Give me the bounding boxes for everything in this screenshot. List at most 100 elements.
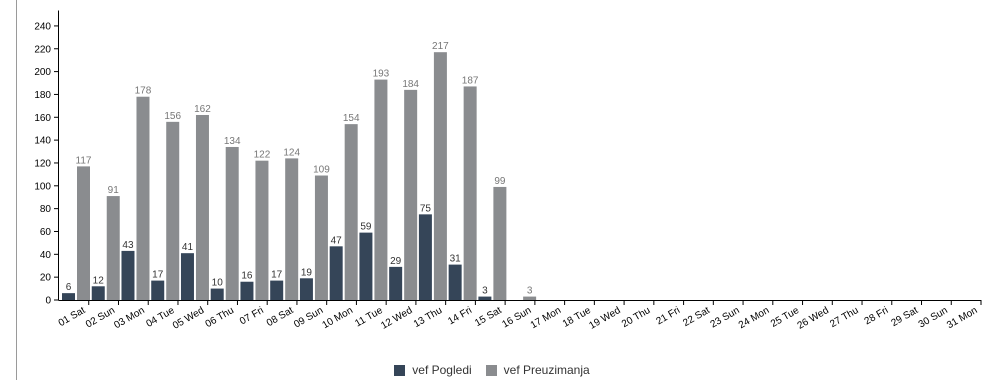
bar-pogledi: [448, 264, 462, 300]
data-label: 162: [194, 104, 211, 115]
x-tick-label: 01 Sat: [57, 305, 88, 329]
x-tick-label: 14 Fri: [446, 305, 474, 327]
bar-pogledi: [299, 278, 313, 300]
bar-pogledi: [91, 286, 105, 300]
bar-preuzimanja: [314, 175, 328, 300]
data-label: 217: [432, 41, 449, 52]
data-label: 3: [527, 286, 533, 297]
bar-preuzimanja: [136, 96, 150, 300]
bar-pogledi: [151, 280, 165, 300]
y-tick-label: 220: [34, 44, 51, 55]
x-tick-label: 24 Mon: [737, 305, 771, 331]
bar-preuzimanja: [404, 89, 418, 300]
data-label: 178: [135, 86, 152, 97]
legend-swatch-preuzimanja: [485, 364, 497, 376]
bar-pogledi: [418, 214, 432, 300]
x-tick-label: 17 Mon: [529, 305, 563, 331]
x-tick-label: 28 Fri: [863, 305, 891, 327]
data-label: 17: [152, 270, 164, 281]
x-tick-label: 25 Tue: [769, 305, 801, 330]
data-label: 156: [164, 111, 181, 122]
data-label: 184: [402, 79, 419, 90]
x-tick-label: 09 Sun: [292, 305, 325, 330]
y-tick-label: 80: [40, 204, 52, 215]
data-label: 41: [182, 242, 194, 253]
data-label: 99: [494, 176, 506, 187]
bar-preuzimanja: [195, 114, 209, 300]
data-label: 43: [122, 240, 134, 251]
bar-pogledi: [210, 288, 224, 300]
panel-left-border: [16, 0, 17, 380]
data-label: 29: [390, 256, 402, 267]
y-tick-label: 240: [34, 21, 51, 32]
legend-label-pogledi: vef Pogledi: [412, 363, 472, 377]
x-tick-label: 12 Wed: [379, 305, 414, 332]
x-tick-label: 03 Mon: [112, 305, 146, 331]
x-tick-label: 27 Thu: [828, 305, 860, 330]
data-label: 187: [462, 75, 479, 86]
data-label: 16: [241, 271, 253, 282]
data-label: 3: [482, 286, 488, 297]
legend-item-pogledi[interactable]: vef Pogledi: [394, 363, 472, 377]
x-tick-label: 22 Sat: [681, 305, 712, 329]
y-tick-label: 200: [34, 67, 51, 78]
bar-preuzimanja: [225, 146, 239, 300]
data-label: 75: [420, 203, 432, 214]
legend-label-preuzimanja: vef Preuzimanja: [503, 363, 590, 377]
bar-pogledi: [329, 246, 343, 300]
data-label: 134: [224, 136, 241, 147]
bar-pogledi: [270, 280, 284, 300]
data-label: 193: [373, 69, 390, 80]
x-tick-label: 26 Wed: [796, 305, 831, 332]
x-tick-label: 30 Sun: [917, 305, 950, 330]
x-tick-label: 21 Fri: [654, 305, 682, 327]
x-tick-label: 07 Fri: [238, 305, 266, 327]
x-tick-label: 04 Tue: [144, 305, 176, 330]
x-tick-label: 29 Sat: [889, 305, 920, 329]
y-tick-label: 140: [34, 136, 51, 147]
y-tick-label: 120: [34, 158, 51, 169]
legend-item-preuzimanja[interactable]: vef Preuzimanja: [485, 363, 590, 377]
bar-preuzimanja: [523, 296, 537, 300]
y-tick-label: 40: [40, 250, 52, 261]
y-tick-label: 160: [34, 113, 51, 124]
bar-pogledi: [389, 266, 403, 300]
bar-pogledi: [240, 281, 254, 300]
data-label: 124: [283, 147, 300, 158]
x-tick-label: 31 Mon: [945, 305, 979, 331]
y-tick-label: 0: [45, 296, 51, 307]
bar-preuzimanja: [493, 186, 507, 300]
x-tick-label: 13 Thu: [412, 305, 444, 330]
bar-pogledi: [121, 250, 135, 300]
data-label: 59: [360, 222, 372, 233]
bar-pogledi: [478, 296, 492, 300]
bar-preuzimanja: [374, 79, 388, 301]
x-tick-label: 02 Sun: [84, 305, 117, 330]
bar-preuzimanja: [106, 196, 120, 300]
x-tick-label: 06 Thu: [204, 305, 236, 330]
bar-preuzimanja: [77, 166, 90, 300]
y-tick-label: 20: [40, 273, 52, 284]
data-label: 17: [271, 270, 283, 281]
data-label: 154: [343, 113, 360, 124]
x-tick-label: 15 Sat: [473, 305, 504, 329]
y-tick-label: 180: [34, 90, 51, 101]
data-label: 19: [301, 267, 313, 278]
x-tick-label: 23 Sun: [709, 305, 742, 330]
x-tick-label: 18 Tue: [561, 305, 593, 330]
legend: vef Pogledi vef Preuzimanja: [0, 363, 984, 377]
x-tick-label: 20 Thu: [620, 305, 652, 330]
x-tick-label: 10 Mon: [321, 305, 355, 331]
data-label: 122: [254, 150, 271, 161]
bar-preuzimanja: [433, 52, 447, 300]
bar-pogledi: [359, 232, 373, 300]
bar-preuzimanja: [463, 86, 477, 300]
bar-preuzimanja: [255, 160, 269, 300]
x-tick-label: 19 Wed: [587, 305, 622, 332]
bar-preuzimanja: [166, 121, 180, 301]
bar-preuzimanja: [285, 158, 299, 300]
x-tick-label: 16 Sun: [500, 305, 533, 330]
bar-pogledi: [62, 293, 75, 300]
